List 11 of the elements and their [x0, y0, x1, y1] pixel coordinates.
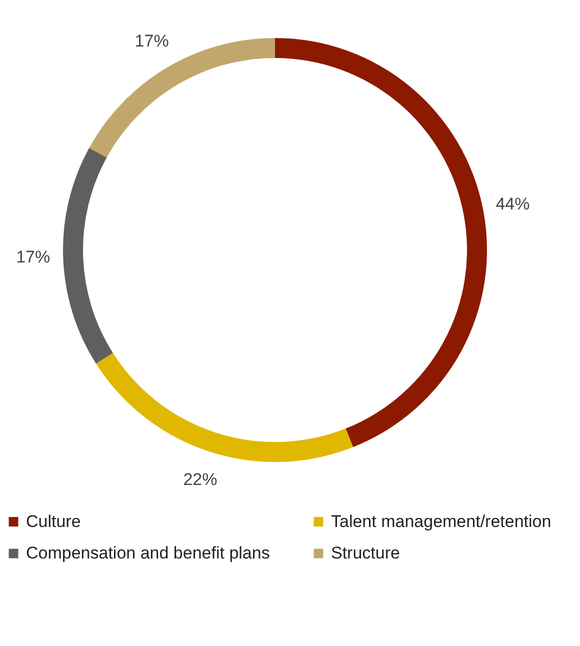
legend-label: Talent management/retention [331, 512, 552, 531]
legend-label: Culture [26, 512, 81, 531]
donut-slice [63, 148, 113, 364]
data-label: 44% [496, 194, 530, 214]
data-label: 17% [134, 32, 169, 51]
legend-label: Structure [331, 544, 400, 562]
data-label: 22% [183, 470, 218, 490]
legend-label: Compensation and benefit plans [26, 544, 270, 562]
donut-slice [275, 38, 487, 448]
donut-slice [96, 352, 354, 462]
data-label: 17% [16, 248, 50, 267]
